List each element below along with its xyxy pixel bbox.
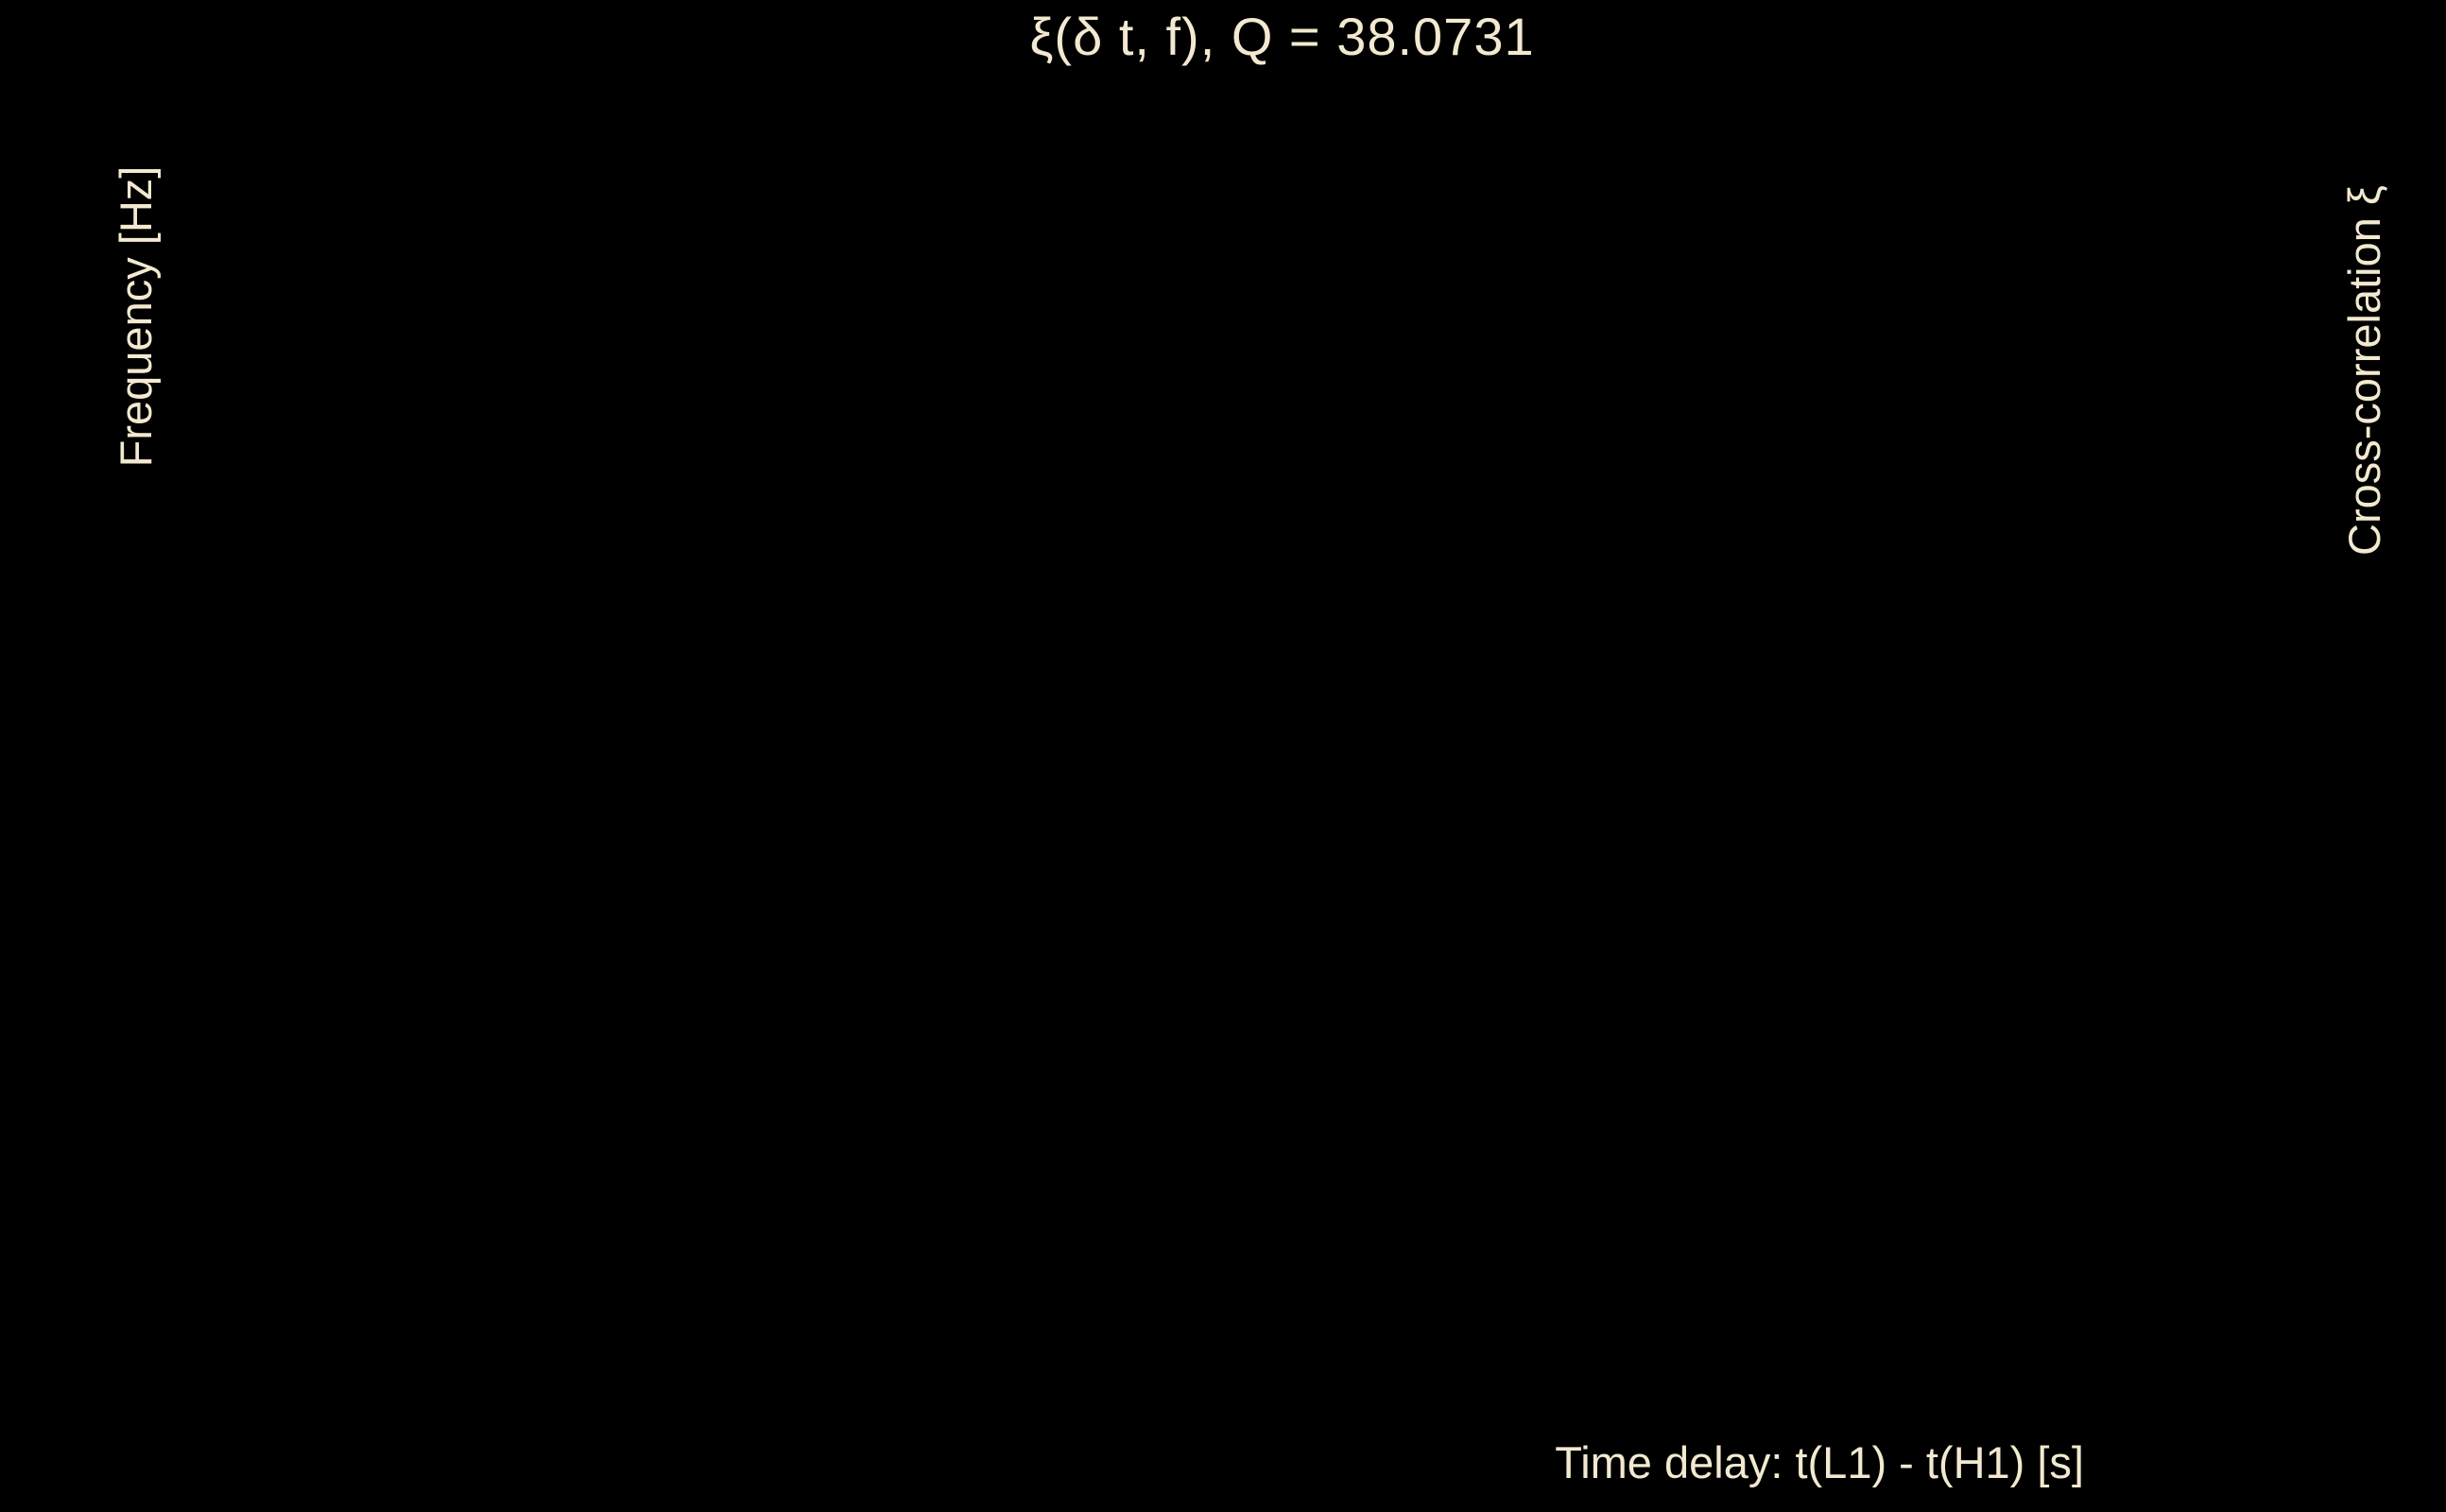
x-axis-label: Time delay: t(L1) - t(H1) [s] [1555, 1437, 2084, 1487]
y-axis-label: Frequency [Hz] [111, 165, 161, 468]
colorbar-label: Cross-correlation ξ [2339, 185, 2389, 556]
colorbar [2065, 149, 2177, 1363]
plot-title: ξ(δ t, f), Q = 38.0731 [1029, 7, 1535, 66]
spectrogram-canvas [293, 149, 2056, 1363]
